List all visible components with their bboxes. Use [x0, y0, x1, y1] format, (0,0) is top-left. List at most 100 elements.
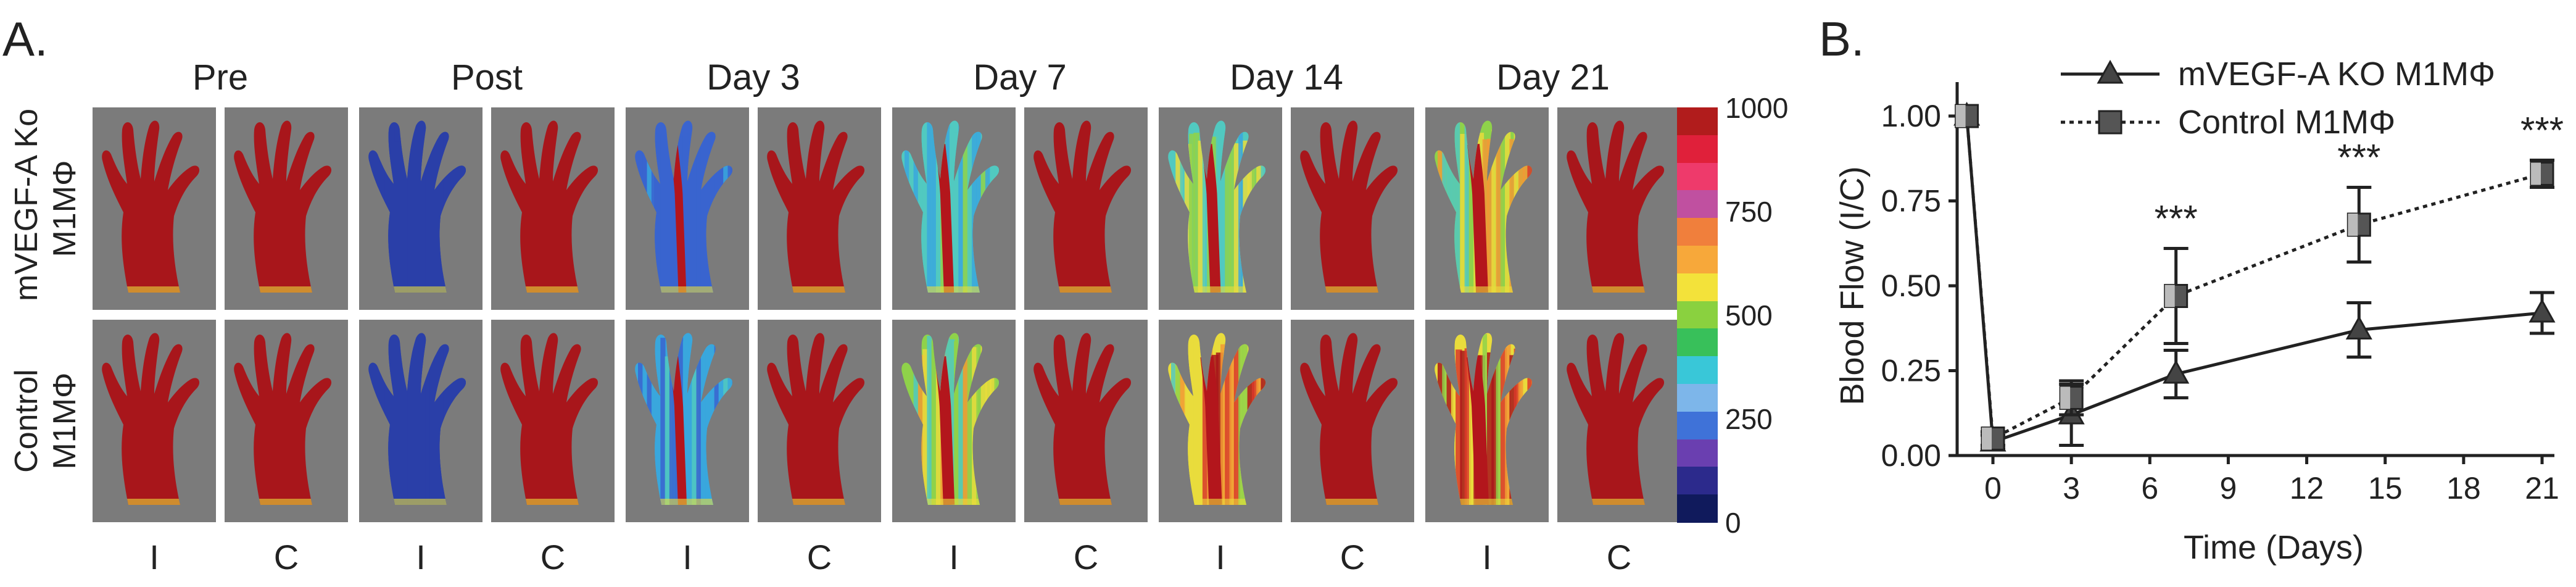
ischemic-limb-image — [93, 107, 216, 310]
paw-perfusion-svg — [1300, 120, 1398, 293]
wrist-edge — [650, 286, 724, 293]
paw-base-fill — [1033, 333, 1132, 505]
legend-marker — [2097, 59, 2124, 84]
perfusion-streak — [1216, 128, 1222, 293]
color-scale-segment — [1677, 135, 1718, 164]
perfusion-streak — [461, 351, 466, 505]
paw-base-fill — [1567, 120, 1665, 293]
x-tick-label: 21 — [2525, 471, 2559, 506]
paw-perfusion-svg — [1435, 120, 1533, 293]
perfusion-streak — [457, 139, 464, 293]
control-limb-image — [1557, 107, 1681, 310]
perfusion-streak — [647, 141, 655, 293]
perfusion-streak — [669, 138, 676, 293]
wrist-edge — [384, 286, 458, 293]
perfusion-streak — [452, 346, 458, 505]
perfusion-streak — [425, 135, 432, 293]
control-limb-image — [758, 107, 881, 310]
wrist-edge — [1450, 286, 1524, 293]
perfusion-streak — [412, 124, 417, 293]
paw-base-fill — [234, 120, 332, 293]
perfusion-streak — [1193, 340, 1199, 505]
color-scale-segment — [1677, 356, 1718, 385]
perfusion-streak — [1442, 120, 1447, 293]
ischemic-label: I — [1216, 538, 1225, 577]
x-tick-label: 6 — [2141, 471, 2158, 506]
ischemic-limb-image — [1159, 320, 1282, 522]
y-tick-label: 0.25 — [1881, 354, 1941, 388]
x-tick-label: 18 — [2446, 471, 2481, 506]
perfusion-vessel — [1467, 356, 1489, 505]
y-tick-label: 0.50 — [1881, 269, 1941, 303]
perfusion-streak — [447, 138, 455, 293]
color-scale-tick: 750 — [1725, 196, 1773, 228]
perfusion-streak — [1531, 140, 1533, 293]
paw-perfusion-svg — [500, 333, 598, 505]
perfusion-streak — [1261, 356, 1266, 505]
perfusion-streak — [407, 132, 413, 293]
perfusion-streak — [963, 139, 970, 293]
perfusion-streak — [1500, 348, 1507, 505]
paw-perfusion-svg — [1033, 333, 1132, 505]
control-limb-image — [225, 107, 348, 310]
paw-perfusion-svg — [1168, 120, 1266, 293]
paw-base-fill — [1300, 333, 1398, 505]
perfusion-streak — [1518, 344, 1525, 505]
row-label-line2: M1MΦ — [47, 372, 83, 470]
perfusion-streak — [1171, 333, 1176, 505]
perfusion-streaks — [371, 124, 466, 293]
perfusion-streak — [416, 131, 423, 293]
perfusion-streak — [389, 334, 394, 505]
wrist-edge — [117, 499, 191, 505]
paw-perfusion-svg — [1567, 333, 1665, 505]
legend-marker — [2098, 110, 2123, 135]
column-label: Day 21 — [1496, 57, 1610, 98]
paw-perfusion-svg — [500, 120, 598, 293]
control-limb-image — [1024, 320, 1148, 522]
perfusion-streaks — [1438, 333, 1533, 505]
perfusion-streak — [1446, 350, 1454, 505]
perfusion-streak — [1202, 349, 1209, 505]
wrist-edge — [1582, 286, 1656, 293]
perfusion-streak — [380, 338, 386, 505]
perfusion-streaks — [1171, 333, 1266, 505]
perfusion-streak — [710, 130, 716, 293]
wrist-edge — [1315, 286, 1389, 293]
perfusion-streak — [1238, 121, 1243, 293]
paw-perfusion-svg — [1300, 333, 1398, 505]
wrist-edge — [516, 499, 590, 505]
perfusion-streak — [660, 135, 667, 293]
perfusion-streak — [931, 341, 937, 505]
paw-base-fill — [1033, 120, 1132, 293]
legend: mVEGF-A KO M1MΦ Control M1MΦ — [2061, 56, 2495, 141]
axes: 0.00 0.25 0.50 0.75 1.00 0 3 6 9 12 15 18 21 Time (Da… — [1834, 82, 2559, 566]
perfusion-streak — [727, 131, 733, 293]
contralateral-label: C — [540, 538, 566, 577]
perfusion-streak — [394, 141, 401, 293]
perfusion-vessel — [934, 356, 955, 505]
paw-perfusion-svg — [102, 120, 200, 293]
wrist-edge — [782, 286, 856, 293]
paw-base-fill — [102, 120, 200, 293]
perfusion-streak — [1531, 338, 1533, 505]
perfusion-streak — [638, 338, 644, 505]
perfusion-streak — [931, 121, 936, 293]
ischemic-limb-image — [1425, 107, 1549, 310]
ischemic-label: I — [149, 538, 159, 577]
contralateral-label: C — [273, 538, 299, 577]
perfusion-streak — [1523, 134, 1530, 293]
legend-label: mVEGF-A KO M1MΦ — [2178, 56, 2495, 93]
perfusion-streak — [913, 336, 919, 505]
row-label-line1: mVEGF-A Ko — [9, 108, 44, 301]
perfusion-streak — [1509, 355, 1517, 505]
perfusion-vessel — [935, 144, 955, 293]
perfusion-streak — [1460, 351, 1467, 505]
perfusion-streak — [732, 125, 733, 293]
x-tick-label: 9 — [2220, 471, 2237, 506]
perfusion-streaks — [638, 120, 733, 293]
perfusion-streak — [1189, 342, 1195, 505]
perfusion-vessel — [1200, 356, 1222, 505]
perfusion-streak — [1460, 133, 1467, 293]
paw-base-fill — [767, 120, 865, 293]
perfusion-streak — [1456, 349, 1462, 505]
